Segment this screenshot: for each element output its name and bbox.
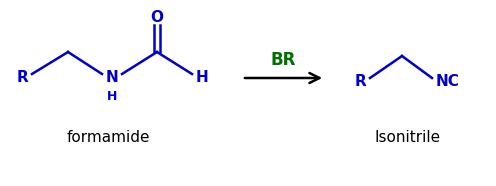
Text: NC: NC	[436, 75, 460, 89]
Text: R: R	[354, 75, 366, 89]
Text: BR: BR	[270, 51, 296, 69]
Text: R: R	[16, 70, 28, 86]
Text: H: H	[107, 91, 117, 103]
Text: H: H	[195, 70, 208, 86]
Text: N: N	[106, 70, 119, 86]
Text: O: O	[150, 9, 164, 25]
Text: formamide: formamide	[66, 131, 150, 145]
Text: Isonitrile: Isonitrile	[375, 131, 441, 145]
